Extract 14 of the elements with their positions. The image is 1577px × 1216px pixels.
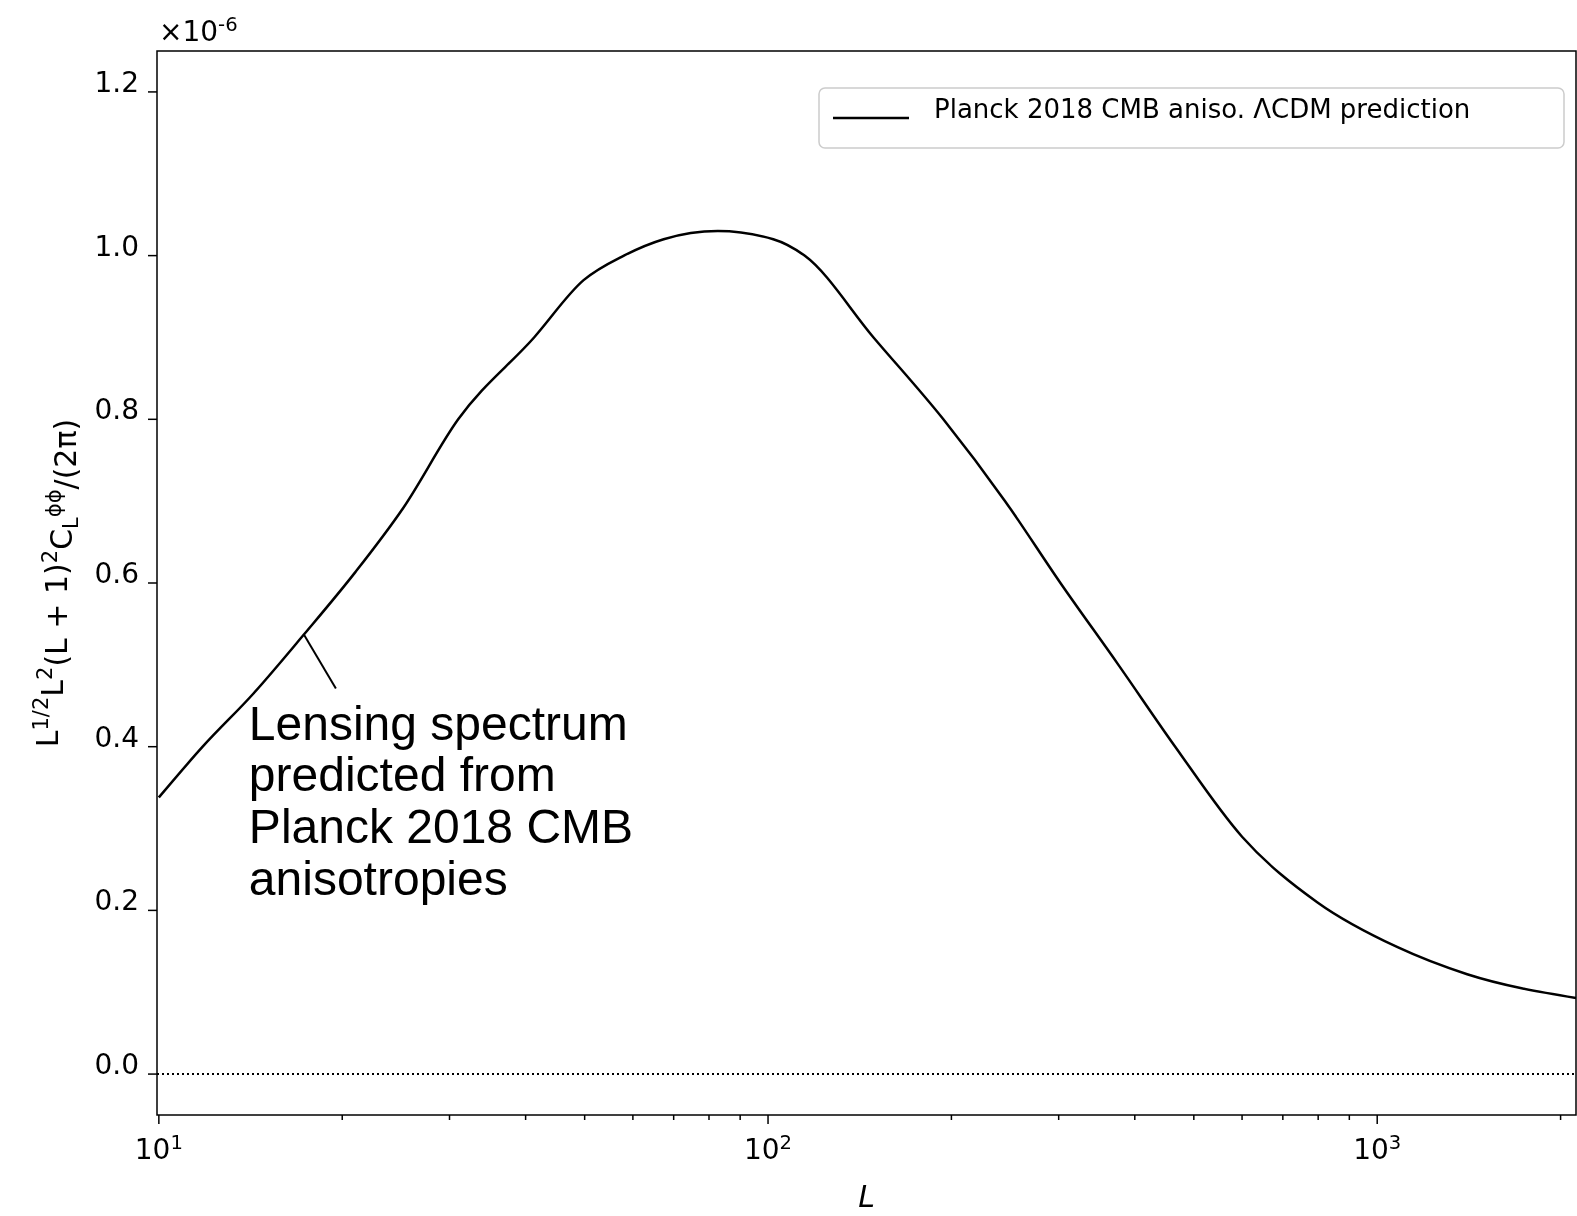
y-tick-label: 0.4 (94, 720, 139, 754)
y-tick-label: 0.8 (94, 393, 139, 427)
x-axis-title: L (858, 1179, 875, 1214)
text: ×10$^{-6}$ (159, 13, 238, 48)
annotation: Lensing spectrum predicted from Planck 2018 CMB anisotropies (248, 696, 634, 906)
y-tick-label: 1.0 (94, 229, 139, 263)
x-tick-label: 10$^{3}$ (1353, 1131, 1402, 1166)
y-tick-label: 1.2 (94, 65, 139, 99)
x-tick-label: 10$^{1}$ (134, 1131, 183, 1166)
y-tick-label: 0.0 (94, 1048, 139, 1082)
y-tick-label: 0.6 (94, 557, 139, 590)
x-tick-label: 10$^{2}$ (743, 1131, 793, 1166)
legend-label: Planck 2018 CMB aniso. ΛCDM prediction (934, 94, 1471, 124)
y-tick-label: 0.2 (94, 884, 139, 918)
